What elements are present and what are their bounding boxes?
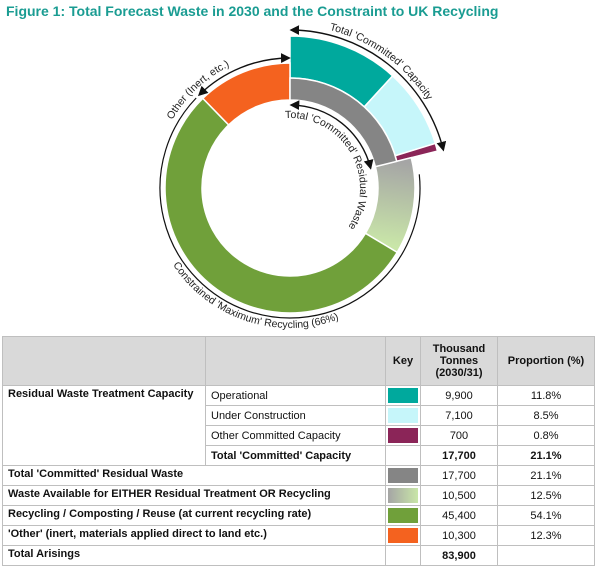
- table-row: Total Arisings 83,900: [2, 545, 595, 566]
- table-cell: 11.8%: [497, 385, 595, 406]
- table-cell: [385, 505, 421, 526]
- annotation-arrow: [289, 25, 447, 152]
- table-cell: 8.5%: [497, 405, 595, 426]
- table-cell: [385, 525, 421, 546]
- header-cell: Proportion (%): [497, 336, 595, 386]
- table-cell: 12.5%: [497, 485, 595, 506]
- table-cell: [497, 545, 595, 566]
- header-row: Key Thousand Tonnes (2030/31) Proportion…: [2, 336, 595, 386]
- table-row: Recycling / Composting / Reuse (at curre…: [2, 505, 595, 526]
- header-cell: [205, 336, 386, 386]
- key-swatch: [388, 428, 418, 443]
- table-cell: [385, 445, 421, 466]
- table-cell: 45,400: [420, 505, 498, 526]
- table-cell: 10,300: [420, 525, 498, 546]
- table-row: Residual Waste Treatment Capacity Operati…: [2, 385, 595, 466]
- chart-title: Figure 1: Total Forecast Waste in 2030 a…: [6, 3, 499, 19]
- key-swatch: [388, 468, 418, 483]
- key-swatch: [388, 448, 418, 463]
- table-cell: Operational: [205, 385, 386, 406]
- annotation-arrow: [289, 100, 374, 170]
- table-cell: Total 'Committed' Residual Waste: [2, 465, 386, 486]
- table-cell: 21.1%: [497, 445, 595, 466]
- table-cell: 0.8%: [497, 425, 595, 446]
- table-row: 'Other' (inert, materials applied direct…: [2, 525, 595, 546]
- donut-segment: [164, 97, 399, 314]
- table-cell: [385, 545, 421, 566]
- key-swatch: [388, 488, 418, 503]
- header-cell: Key: [385, 336, 421, 386]
- table-cell: Residual Waste Treatment Capacity: [2, 385, 206, 466]
- table-cell: [385, 405, 421, 426]
- table-cell: 54.1%: [497, 505, 595, 526]
- table-cell: Total 'Committed' Capacity: [205, 445, 386, 466]
- table-cell: [385, 385, 421, 406]
- key-swatch: [388, 528, 418, 543]
- data-table: Key Thousand Tonnes (2030/31) Proportion…: [2, 336, 595, 566]
- table-cell: [385, 485, 421, 506]
- table-cell: Waste Available for EITHER Residual Trea…: [2, 485, 386, 506]
- annotation-arrow: [197, 53, 291, 97]
- table-cell: 21.1%: [497, 465, 595, 486]
- table-cell: 9,900: [420, 385, 498, 406]
- header-cell: [2, 336, 206, 386]
- table-row: Under Construction 7,100 8.5%: [3, 405, 595, 426]
- table-cell: Total Arisings: [2, 545, 386, 566]
- table-cell: [385, 465, 421, 486]
- table-row: Waste Available for EITHER Residual Trea…: [2, 485, 595, 506]
- table-cell: 'Other' (inert, materials applied direct…: [2, 525, 386, 546]
- table-cell: [385, 425, 421, 446]
- table-cell: 17,700: [420, 445, 498, 466]
- table-cell: 12.3%: [497, 525, 595, 546]
- key-swatch: [388, 508, 418, 523]
- table-cell: Under Construction: [205, 405, 386, 426]
- table-cell: 700: [420, 425, 498, 446]
- table-cell: 17,700: [420, 465, 498, 486]
- table-cell: Recycling / Composting / Reuse (at curre…: [2, 505, 386, 526]
- header-cell: Thousand Tonnes (2030/31): [420, 336, 498, 386]
- table-cell: Other Committed Capacity: [205, 425, 386, 446]
- annotation-arrow: [159, 97, 421, 319]
- key-swatch: [388, 408, 418, 423]
- table-row: Total 'Committed' Residual Waste 17,700 21…: [2, 465, 595, 486]
- table-cell: 10,500: [420, 485, 498, 506]
- key-swatch: [388, 388, 418, 403]
- table-cell: 83,900: [420, 545, 498, 566]
- table-cell: 7,100: [420, 405, 498, 426]
